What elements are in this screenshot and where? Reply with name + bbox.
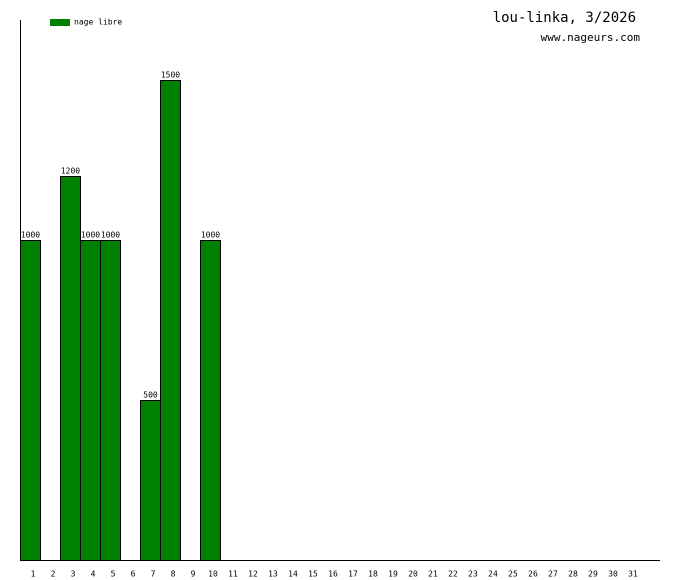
bar xyxy=(140,400,161,561)
x-tick-label: 26 xyxy=(528,570,538,579)
x-tick-label: 18 xyxy=(368,570,378,579)
value-label: 1000 xyxy=(101,231,120,240)
bar xyxy=(80,240,101,561)
x-tick-label: 25 xyxy=(508,570,518,579)
x-tick-label: 1 xyxy=(31,570,36,579)
chart-subtitle: www.nageurs.com xyxy=(541,31,641,44)
x-tick-label: 30 xyxy=(608,570,618,579)
chart-title: lou-linka, 3/2026 xyxy=(493,10,636,26)
x-tick-label: 20 xyxy=(408,570,418,579)
x-tick-label: 21 xyxy=(428,570,438,579)
x-tick-label: 5 xyxy=(111,570,116,579)
x-tick-label: 3 xyxy=(71,570,76,579)
x-tick-label: 11 xyxy=(228,570,238,579)
x-tick-label: 16 xyxy=(328,570,338,579)
x-tick-label: 2 xyxy=(51,570,56,579)
bar xyxy=(60,176,81,561)
bar xyxy=(160,80,181,561)
x-tick-label: 15 xyxy=(308,570,318,579)
x-tick-label: 22 xyxy=(448,570,458,579)
x-tick-label: 4 xyxy=(91,570,96,579)
bar xyxy=(100,240,121,561)
bar xyxy=(200,240,221,561)
x-tick-label: 29 xyxy=(588,570,598,579)
x-tick-label: 10 xyxy=(208,570,218,579)
value-label: 1000 xyxy=(201,231,220,240)
x-tick-label: 12 xyxy=(248,570,258,579)
x-tick-label: 28 xyxy=(568,570,578,579)
x-tick-label: 8 xyxy=(171,570,176,579)
x-tick-label: 19 xyxy=(388,570,398,579)
x-tick-label: 14 xyxy=(288,570,298,579)
x-tick-label: 31 xyxy=(628,570,638,579)
legend-swatch xyxy=(50,19,70,26)
legend-label: nage libre xyxy=(74,18,122,27)
value-label: 1000 xyxy=(81,231,100,240)
value-label: 1200 xyxy=(61,167,80,176)
value-label: 1000 xyxy=(21,231,40,240)
x-tick-label: 27 xyxy=(548,570,558,579)
x-tick-label: 23 xyxy=(468,570,478,579)
x-tick-label: 7 xyxy=(151,570,156,579)
x-tick-label: 17 xyxy=(348,570,358,579)
bar xyxy=(20,240,41,561)
value-label: 500 xyxy=(143,391,158,400)
value-label: 1500 xyxy=(161,71,180,80)
x-tick-label: 9 xyxy=(191,570,196,579)
x-tick-label: 6 xyxy=(131,570,136,579)
x-tick-label: 13 xyxy=(268,570,278,579)
x-tick-label: 24 xyxy=(488,570,498,579)
